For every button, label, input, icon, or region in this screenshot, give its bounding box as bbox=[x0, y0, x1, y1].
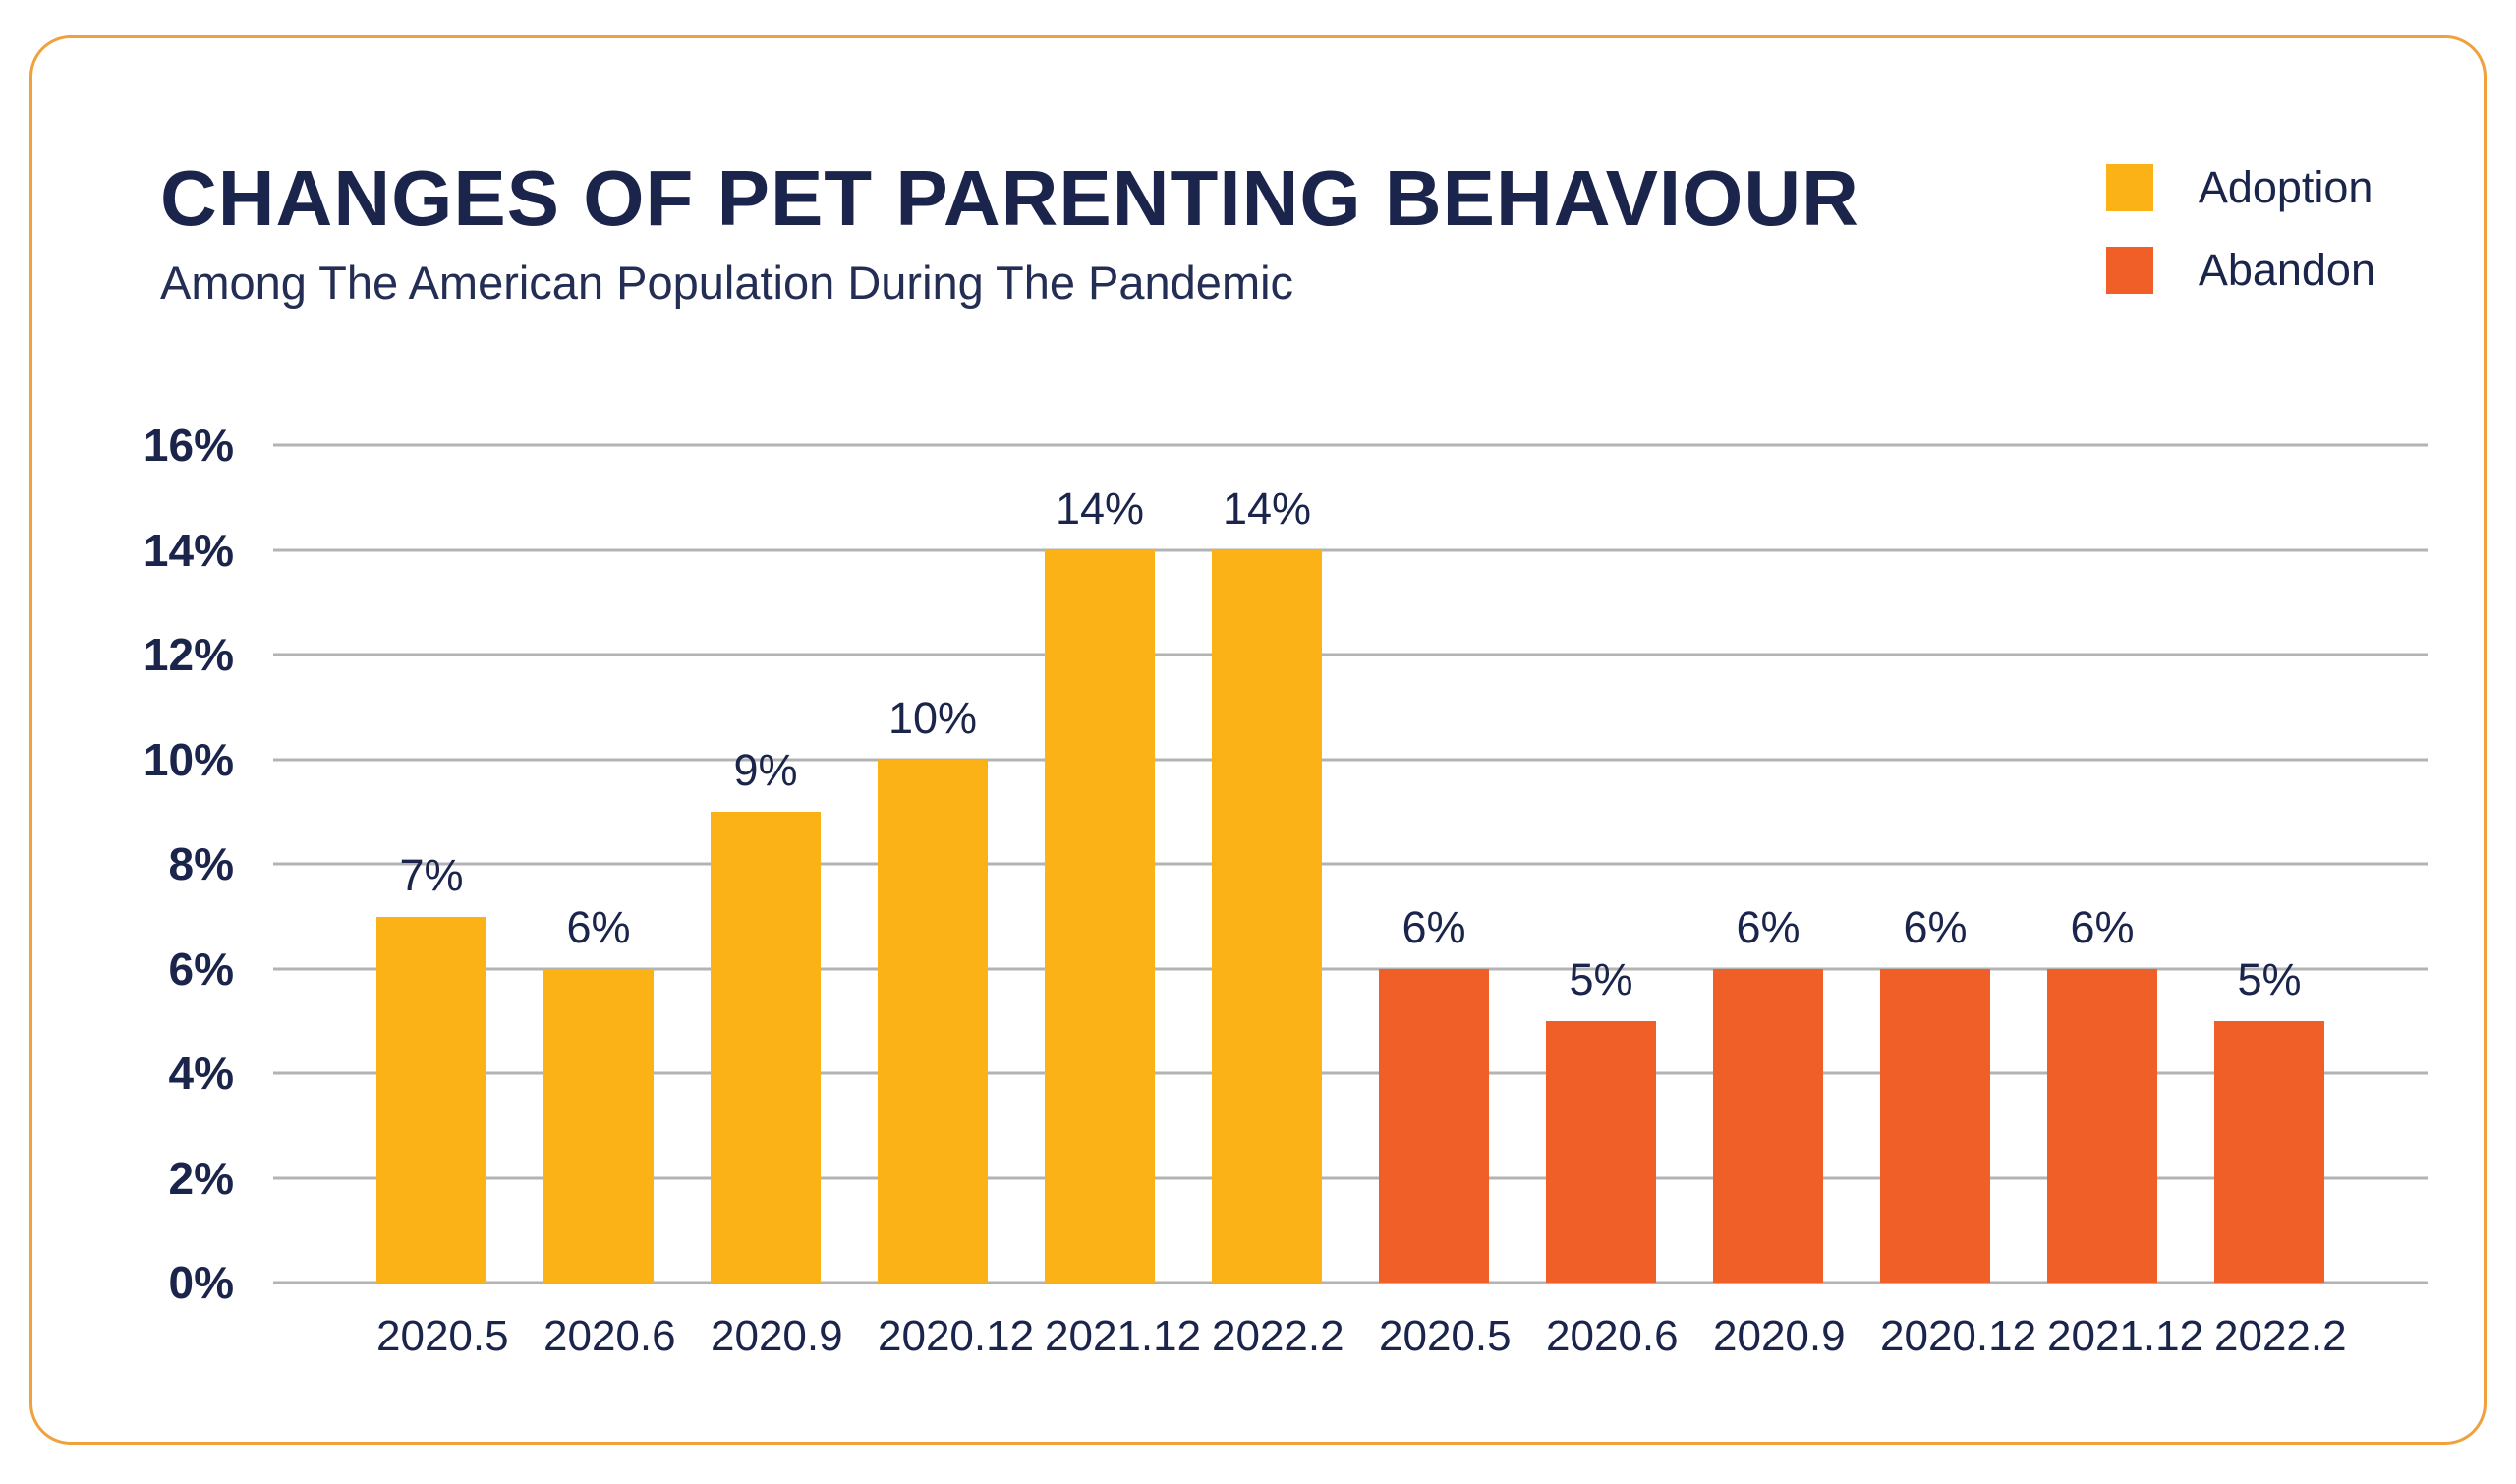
y-tick-label: 8% bbox=[168, 838, 234, 890]
y-tick-label: 12% bbox=[143, 629, 234, 681]
x-tick-label: 2022.2 bbox=[2214, 1312, 2347, 1361]
plot-area: 7% 6% 9% 10% 14% 14% 6% 5% 6% 6% 6% 5% bbox=[273, 443, 2428, 1284]
x-tick-label: 2020.5 bbox=[376, 1312, 509, 1361]
x-axis: 2020.5 2020.6 2020.9 2020.12 2021.12 2022.2 20… bbox=[160, 1283, 2428, 1361]
bar-column: 6% bbox=[1379, 445, 1489, 1284]
bar-abandon-2020.12 bbox=[1880, 968, 1990, 1284]
y-axis: 0% 2% 4% 6% 8% 10% 12% 14% 16% bbox=[143, 420, 273, 1308]
bar-adoption-2021.12 bbox=[1045, 549, 1155, 1284]
bar-column: 14% bbox=[1045, 445, 1155, 1284]
x-tick-label: 2021.12 bbox=[1045, 1312, 1202, 1361]
bar-adoption-2020.12 bbox=[878, 759, 988, 1284]
y-tick-label: 0% bbox=[168, 1257, 234, 1309]
infographic-card: CHANGES OF PET PARENTING BEHAVIOUR Among… bbox=[29, 35, 2487, 1445]
bar-column: 10% bbox=[878, 445, 988, 1284]
gridline bbox=[273, 443, 2428, 447]
bar-abandon-2022.2 bbox=[2214, 1021, 2324, 1284]
bar-column: 6% bbox=[543, 445, 654, 1284]
x-tick-label: 2020.12 bbox=[1880, 1312, 2037, 1361]
x-axis-labels: 2020.5 2020.6 2020.9 2020.12 2021.12 2022.2 20… bbox=[273, 1312, 2428, 1361]
abandon-swatch-icon bbox=[2105, 247, 2153, 294]
y-tick-label: 6% bbox=[168, 942, 234, 995]
gridline bbox=[273, 758, 2428, 762]
x-tick-label: 2020.6 bbox=[543, 1312, 676, 1361]
bar-value-label: 6% bbox=[1736, 901, 1801, 952]
bar-adoption-2020.5 bbox=[376, 916, 486, 1284]
bar-abandon-2020.5 bbox=[1379, 968, 1489, 1284]
x-tick-label: 2020.9 bbox=[1713, 1312, 1846, 1361]
y-tick-label: 2% bbox=[168, 1152, 234, 1204]
header: CHANGES OF PET PARENTING BEHAVIOUR Among… bbox=[32, 38, 2484, 312]
bar-value-label: 6% bbox=[2070, 901, 2135, 952]
bar-value-label: 5% bbox=[2237, 954, 2302, 1005]
bar-adoption-2020.6 bbox=[543, 968, 654, 1284]
bar-column: 7% bbox=[376, 445, 486, 1284]
legend-label: Abandon bbox=[2198, 245, 2375, 295]
x-tick-label: 2022.2 bbox=[1212, 1312, 1344, 1361]
x-tick-label: 2020.5 bbox=[1379, 1312, 1512, 1361]
adoption-swatch-icon bbox=[2105, 164, 2153, 211]
bar-value-label: 5% bbox=[1569, 954, 1633, 1005]
bar-column: 5% bbox=[2214, 445, 2324, 1284]
bar-value-label: 6% bbox=[1401, 901, 1466, 952]
bar-chart: 0% 2% 4% 6% 8% 10% 12% 14% 16% 7% 6% 9% 10% 14% 14% 6%… bbox=[143, 420, 2428, 1308]
bar-value-label: 14% bbox=[1055, 483, 1145, 534]
gridline bbox=[273, 548, 2428, 552]
bar-column: 6% bbox=[1880, 445, 1990, 1284]
bar-column: 6% bbox=[1713, 445, 1823, 1284]
bar-value-label: 14% bbox=[1222, 483, 1312, 534]
x-tick-label: 2021.12 bbox=[2047, 1312, 2204, 1361]
gridline bbox=[273, 1071, 2428, 1075]
legend-label: Adoption bbox=[2198, 162, 2373, 212]
gridline bbox=[273, 1281, 2428, 1284]
y-tick-label: 10% bbox=[143, 733, 234, 785]
bar-adoption-2022.2 bbox=[1212, 549, 1322, 1284]
x-tick-label: 2020.12 bbox=[878, 1312, 1035, 1361]
gridline bbox=[273, 862, 2428, 866]
y-tick-label: 14% bbox=[143, 524, 234, 576]
bar-column: 5% bbox=[1546, 445, 1656, 1284]
bar-value-label: 6% bbox=[1903, 901, 1968, 952]
bar-abandon-2020.6 bbox=[1546, 1021, 1656, 1284]
titles: CHANGES OF PET PARENTING BEHAVIOUR Among… bbox=[160, 154, 1859, 312]
gridline bbox=[273, 1176, 2428, 1180]
bar-column: 6% bbox=[2047, 445, 2157, 1284]
legend: Adoption Abandon bbox=[2105, 162, 2375, 296]
bar-abandon-2021.12 bbox=[2047, 968, 2157, 1284]
bar-value-label: 9% bbox=[733, 745, 798, 796]
bars-layer: 7% 6% 9% 10% 14% 14% 6% 5% 6% 6% 6% 5% bbox=[273, 445, 2428, 1284]
legend-item-abandon: Abandon bbox=[2105, 245, 2375, 296]
bar-value-label: 10% bbox=[887, 692, 978, 743]
y-tick-label: 4% bbox=[168, 1048, 234, 1100]
x-tick-label: 2020.9 bbox=[711, 1312, 843, 1361]
x-tick-label: 2020.6 bbox=[1546, 1312, 1679, 1361]
bar-abandon-2020.9 bbox=[1713, 968, 1823, 1284]
bar-column: 14% bbox=[1212, 445, 1322, 1284]
bar-value-label: 6% bbox=[566, 901, 631, 952]
gridline bbox=[273, 967, 2428, 971]
gridline bbox=[273, 653, 2428, 656]
bar-adoption-2020.9 bbox=[711, 812, 821, 1284]
legend-item-adoption: Adoption bbox=[2105, 162, 2375, 213]
page-title: CHANGES OF PET PARENTING BEHAVIOUR bbox=[160, 154, 1859, 242]
page-subtitle: Among The American Population During The… bbox=[160, 256, 1294, 309]
bar-column: 9% bbox=[711, 445, 821, 1284]
y-tick-label: 16% bbox=[143, 420, 234, 472]
bar-value-label: 7% bbox=[399, 849, 464, 900]
